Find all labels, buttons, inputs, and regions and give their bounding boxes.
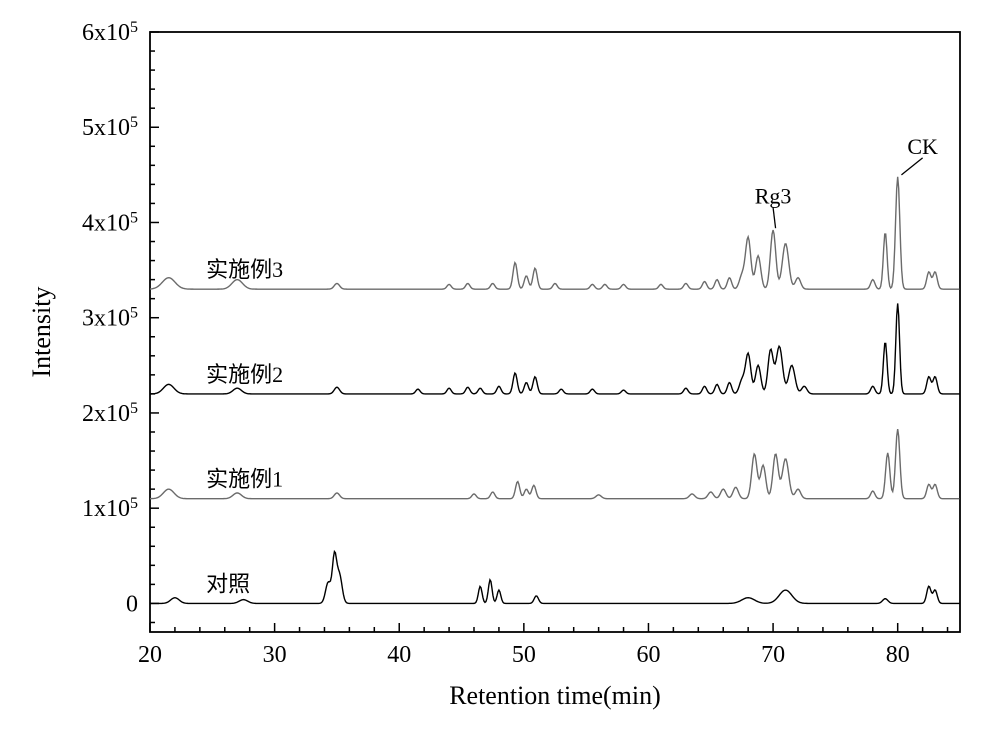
annotation-label: Rg3 xyxy=(755,183,792,208)
y-tick-label: 2x105 xyxy=(82,399,138,427)
annotation-leader xyxy=(773,207,775,228)
traces-group xyxy=(150,177,960,604)
y-tick-label: 5x105 xyxy=(82,114,138,142)
y-tick-label: 0 xyxy=(126,591,138,617)
x-tick-label: 60 xyxy=(636,642,660,668)
x-tick-label: 40 xyxy=(387,642,411,668)
y-tick-label: 3x105 xyxy=(82,304,138,332)
annotation-leader xyxy=(901,158,922,175)
x-tick-label: 20 xyxy=(138,642,162,668)
x-axis-label: Retention time(min) xyxy=(449,681,661,710)
y-tick-label: 1x105 xyxy=(82,495,138,523)
trace-label: 实施例3 xyxy=(206,257,283,282)
y-tick-label: 4x105 xyxy=(82,209,138,237)
annotation-label: CK xyxy=(907,134,938,159)
chart-container: 20 30 40 50 60 70 80 Retention time(min) 0 1x105 2… xyxy=(0,0,1000,738)
x-tick-label: 70 xyxy=(761,642,785,668)
chart-svg: 20 30 40 50 60 70 80 Retention time(min) 0 1x105 2… xyxy=(0,0,1000,738)
y-tick-label: 6x105 xyxy=(82,19,138,47)
x-tick-label: 50 xyxy=(512,642,536,668)
trace-label: 实施例1 xyxy=(206,467,283,492)
x-tick-label: 80 xyxy=(886,642,910,668)
trace-label: 对照 xyxy=(206,571,250,596)
x-tick-label: 30 xyxy=(263,642,287,668)
trace-0 xyxy=(150,552,960,604)
trace-label: 实施例2 xyxy=(206,362,283,387)
y-axis-label: Intensity xyxy=(27,287,56,378)
plot-frame xyxy=(150,32,960,632)
